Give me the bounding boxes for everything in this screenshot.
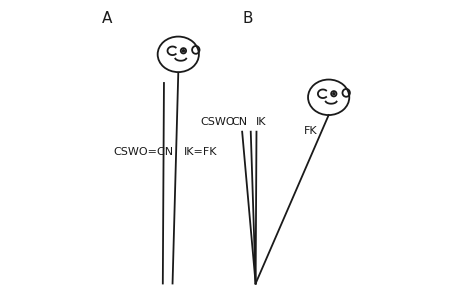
Text: B: B [243,11,253,26]
Circle shape [182,50,184,52]
Text: CSWO: CSWO [200,117,235,127]
Circle shape [333,93,335,95]
Text: CN: CN [231,117,247,127]
Text: IK: IK [255,117,266,127]
Text: FK: FK [304,126,318,136]
Text: IK=FK: IK=FK [184,147,218,157]
Text: CSWO=CN: CSWO=CN [114,147,174,157]
Text: A: A [102,11,113,26]
